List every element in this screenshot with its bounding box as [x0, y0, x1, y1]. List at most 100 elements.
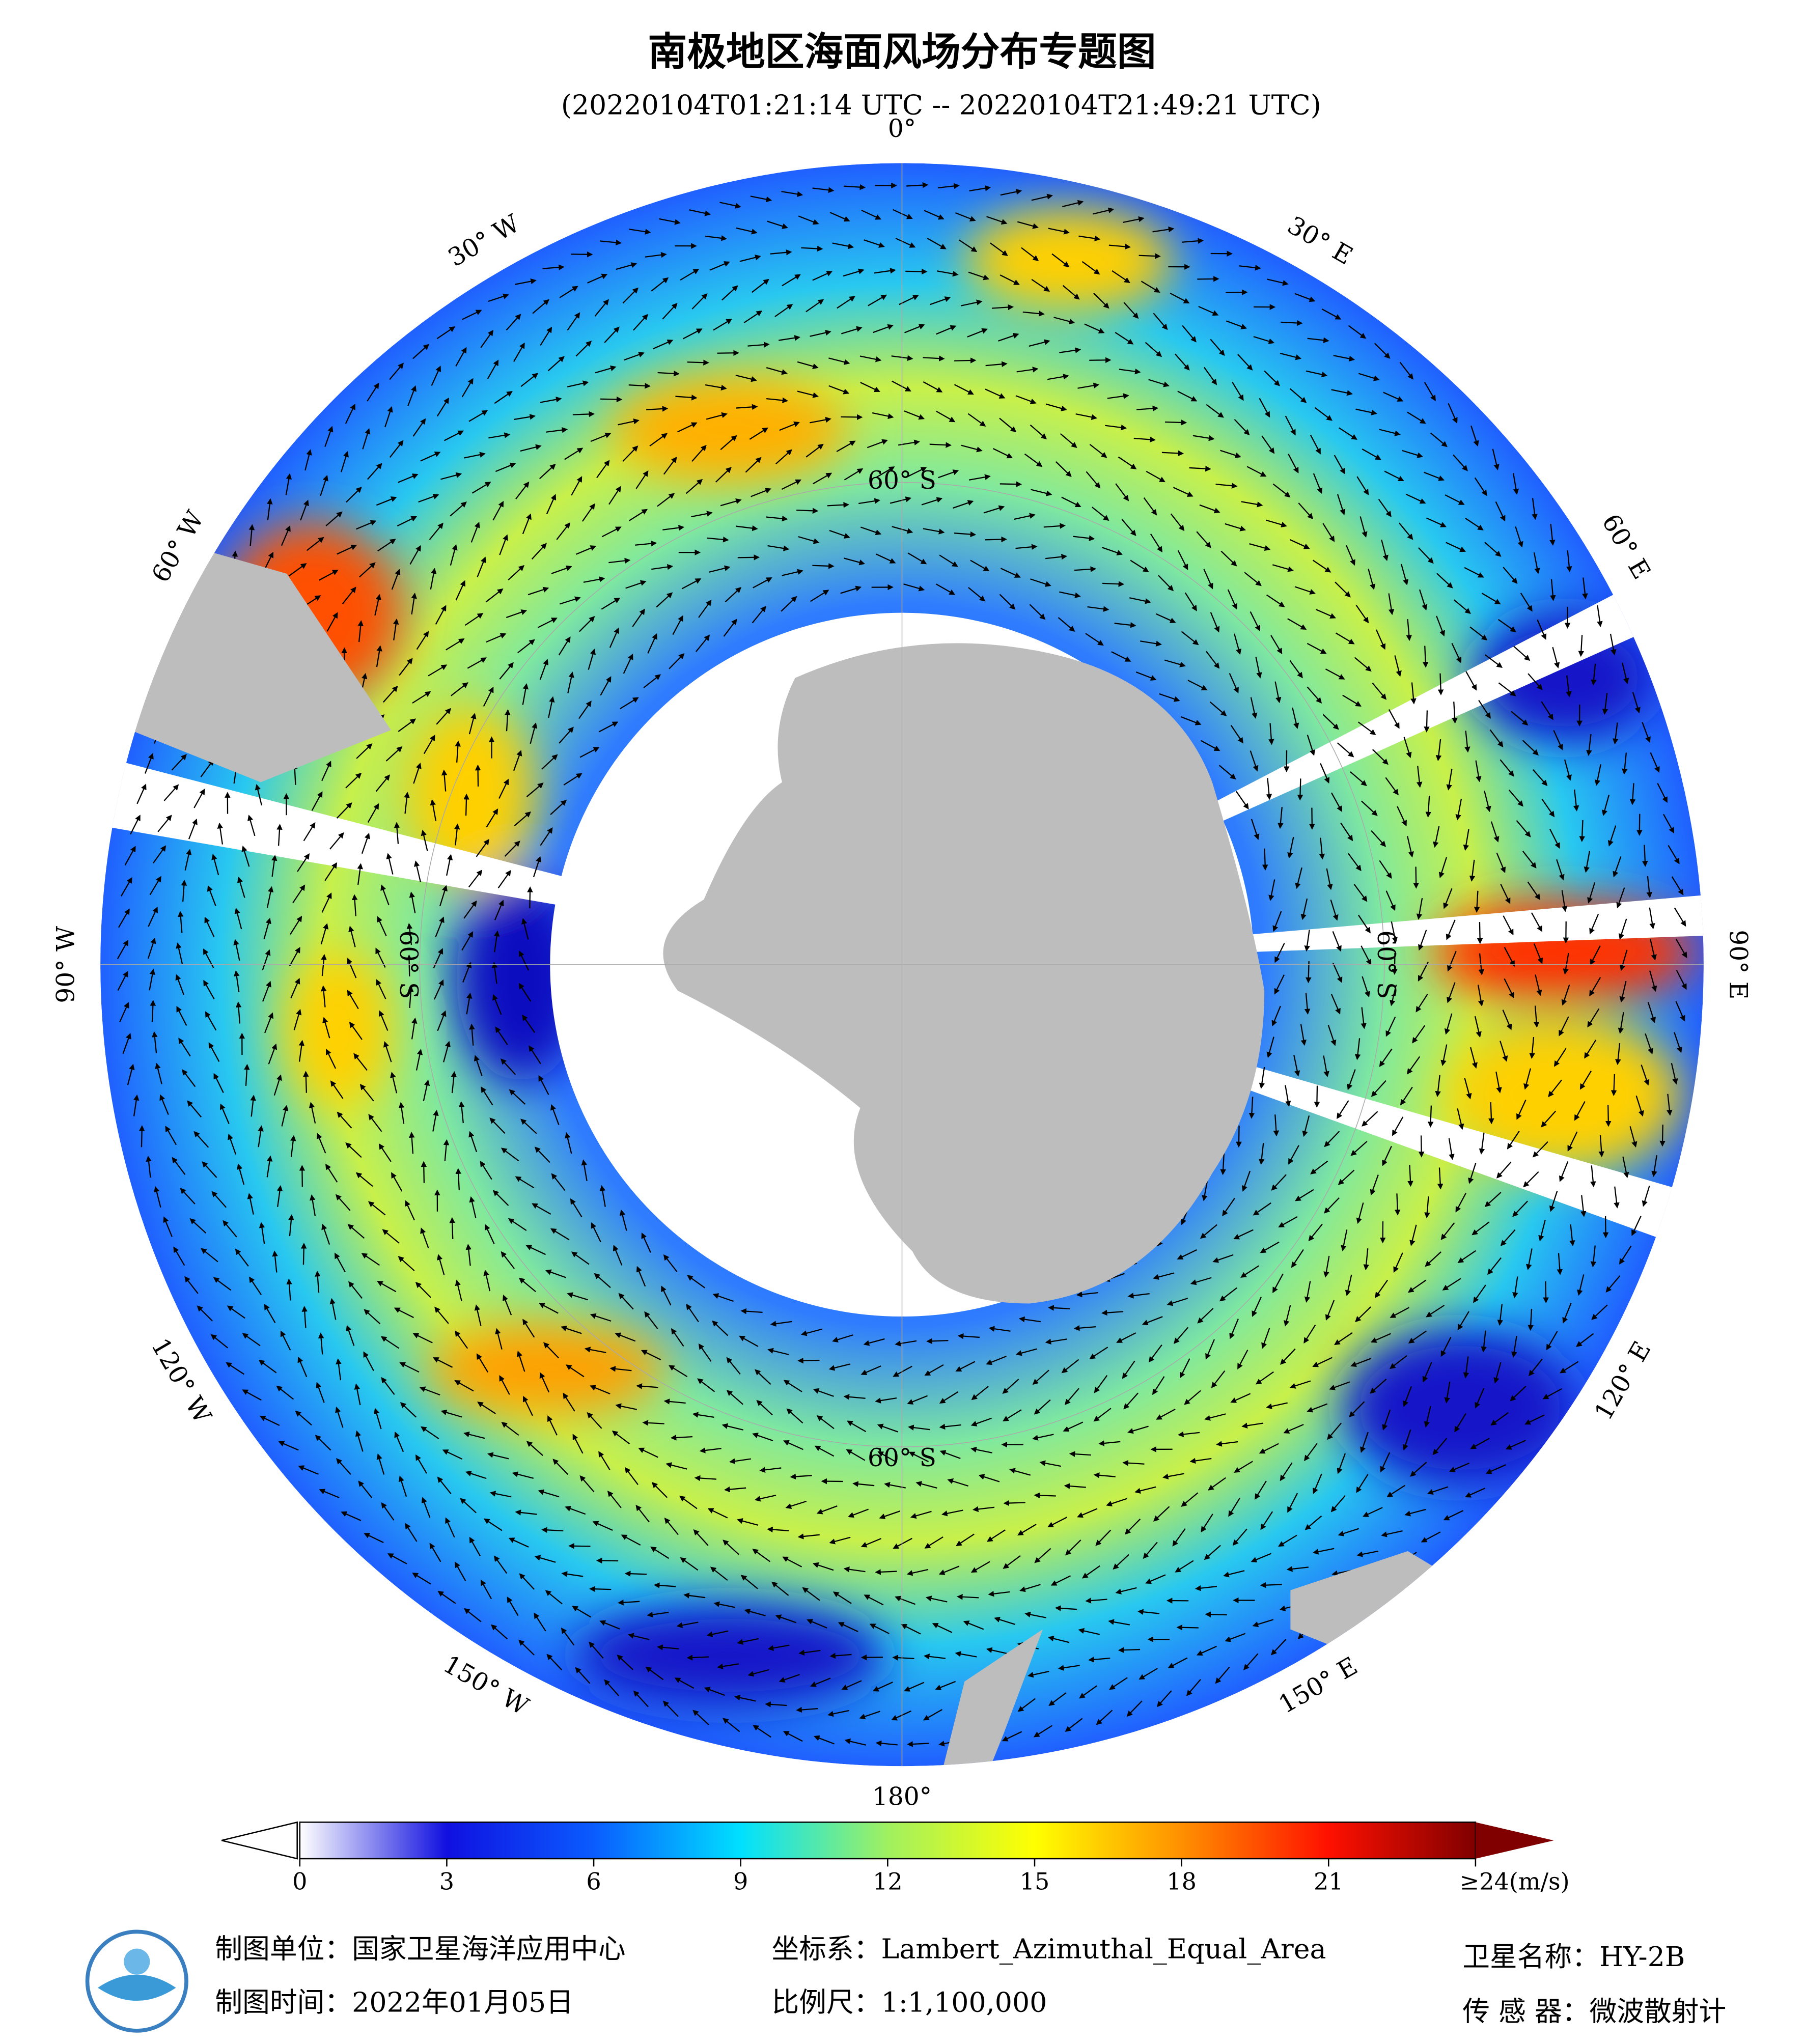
- wind-arrow: [1089, 443, 1107, 458]
- sensor: 传 感 器：微波散射计: [1462, 1996, 1726, 2028]
- wind-arrow: [923, 528, 945, 535]
- wind-arrow: [861, 1365, 881, 1376]
- wind-arrow: [398, 1102, 405, 1124]
- wind-arrow: [1690, 1106, 1701, 1127]
- wind-arrow: [1388, 709, 1400, 729]
- wind-arrow: [1278, 807, 1284, 829]
- wind-arrow: [559, 726, 574, 744]
- title: 南极地区海面风场分布专题图: [648, 29, 1156, 75]
- wind-arrow: [720, 435, 737, 451]
- wind-arrow: [543, 1342, 559, 1359]
- wind-arrow: [814, 1445, 835, 1457]
- wind-arrow: [563, 773, 582, 786]
- wind-arrow: [843, 557, 866, 566]
- wind-arrow: [1190, 1277, 1212, 1285]
- wind-arrow: [221, 513, 229, 535]
- wind-arrow: [1385, 1016, 1396, 1037]
- wind-arrow: [1569, 507, 1580, 527]
- wind-arrow: [492, 1190, 509, 1206]
- wind-arrow: [752, 606, 766, 624]
- wind-arrow: [380, 884, 390, 906]
- wind-arrow: [514, 811, 532, 827]
- wind-arrow: [476, 1353, 489, 1373]
- wind-arrow: [378, 1143, 392, 1162]
- wind-arrow: [643, 674, 661, 688]
- wind-arrow: [164, 1292, 171, 1314]
- wind-arrow: [707, 1508, 728, 1519]
- wind-arrow: [571, 1251, 590, 1265]
- wind-arrow: [613, 1245, 623, 1266]
- wind-arrow: [905, 268, 928, 275]
- wind-arrow: [1379, 860, 1392, 879]
- wind-arrow: [1092, 507, 1109, 521]
- wind-arrow: [921, 497, 943, 506]
- wind-arrow: [1003, 1409, 1022, 1422]
- wind-arrow: [1134, 1486, 1156, 1494]
- wind-arrow: [131, 1204, 138, 1226]
- wind-arrow: [636, 1383, 658, 1389]
- longitude-label: 30° W: [443, 209, 524, 272]
- wind-arrow: [1278, 1216, 1298, 1227]
- wind-arrow: [558, 636, 571, 656]
- wind-arrow: [877, 1423, 898, 1433]
- wind-arrow: [999, 594, 1016, 610]
- wind-arrow: [1045, 403, 1067, 411]
- wind-arrow: [1323, 1255, 1330, 1278]
- wind-arrow: [504, 841, 520, 857]
- wind-arrow: [1034, 1399, 1051, 1415]
- wind-arrow: [345, 1142, 362, 1158]
- wind-arrow: [1335, 632, 1355, 645]
- wind-arrow: [1457, 1108, 1464, 1130]
- wind-arrow: [526, 782, 544, 797]
- wind-arrow: [1407, 836, 1414, 858]
- wind-arrow: [954, 357, 977, 363]
- wind-arrow: [790, 1473, 812, 1480]
- wind-arrow: [1287, 836, 1294, 859]
- wind-arrow: [636, 1266, 646, 1287]
- wind-arrow: [1335, 581, 1351, 598]
- wind-arrow: [929, 442, 952, 448]
- wind-arrow: [1158, 575, 1174, 592]
- wind-arrow: [1268, 879, 1275, 901]
- wind-arrow: [474, 1304, 482, 1326]
- wind-arrow: [1266, 1402, 1288, 1410]
- wind-arrow: [522, 1014, 536, 1033]
- wind-arrow: [832, 1334, 853, 1343]
- wind-arrow: [598, 1451, 610, 1470]
- wind-arrow: [1039, 1460, 1062, 1467]
- wind-arrow: [798, 536, 820, 544]
- wind-arrow: [436, 708, 452, 725]
- wind-arrow: [961, 444, 983, 453]
- wind-arrow: [1274, 943, 1285, 963]
- wind-arrow: [590, 1313, 612, 1322]
- wind-arrow: [515, 1176, 535, 1189]
- wind-arrow: [1350, 1141, 1368, 1156]
- wind-arrow: [615, 1332, 636, 1342]
- wind-arrow: [662, 525, 685, 531]
- wind-arrow: [1255, 657, 1262, 679]
- wind-arrow: [1210, 612, 1220, 633]
- wind-arrow: [623, 653, 633, 674]
- wind-arrow: [1097, 1742, 1118, 1751]
- wind-arrow: [985, 388, 1006, 399]
- wind-arrow: [1324, 1197, 1340, 1214]
- colorbar-tick-label: 18: [1167, 1868, 1197, 1895]
- wind-arrow: [721, 1423, 743, 1431]
- wind-arrow: [915, 1481, 937, 1489]
- wind-arrow: [601, 598, 621, 610]
- wind-arrow: [1413, 866, 1419, 889]
- wind-arrow: [353, 1053, 368, 1071]
- wind-arrow: [1342, 694, 1362, 707]
- wind-arrow: [361, 832, 370, 854]
- wind-arrow: [966, 163, 986, 165]
- wind-arrow: [1665, 1199, 1681, 1216]
- wind-arrow: [1061, 496, 1081, 508]
- wind-arrow: [1252, 1297, 1262, 1317]
- wind-arrow: [413, 860, 421, 882]
- wind-arrow: [408, 986, 414, 1009]
- wind-arrow: [598, 721, 619, 733]
- wind-arrow: [655, 188, 678, 194]
- wind-arrow: [1514, 432, 1523, 453]
- wind-arrow: [1469, 859, 1476, 882]
- wind-arrow: [1226, 289, 1248, 295]
